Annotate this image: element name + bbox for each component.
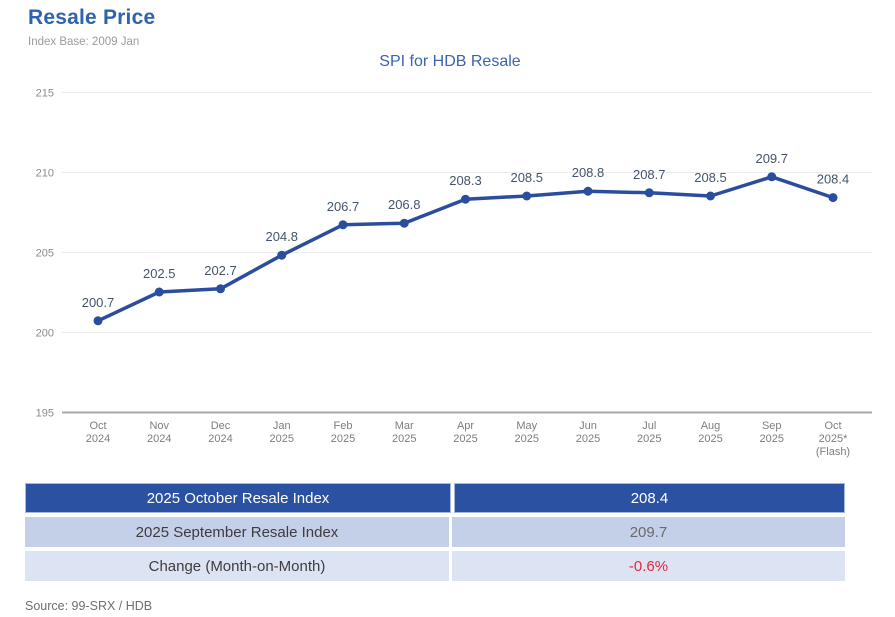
svg-text:2025: 2025 [392, 433, 416, 445]
row-label: Change (Month-on-Month) [25, 551, 449, 581]
svg-text:Aug: Aug [701, 420, 721, 432]
svg-text:209.7: 209.7 [755, 151, 788, 166]
summary-table: 2025 October Resale Index 208.4 2025 Sep… [25, 483, 845, 585]
chart-title: SPI for HDB Resale [379, 53, 521, 70]
row-value: 208.4 [454, 483, 845, 513]
svg-text:Nov: Nov [149, 420, 169, 432]
svg-text:208.8: 208.8 [572, 165, 605, 180]
svg-text:208.3: 208.3 [449, 173, 482, 188]
row-value: -0.6% [452, 551, 845, 581]
svg-text:Feb: Feb [334, 420, 353, 432]
svg-text:202.7: 202.7 [204, 263, 237, 278]
svg-text:Apr: Apr [457, 420, 474, 432]
source-note: Source: 99-SRX / HDB [25, 599, 153, 613]
svg-text:206.8: 206.8 [388, 197, 421, 212]
svg-text:2025: 2025 [760, 433, 784, 445]
svg-text:208.4: 208.4 [817, 172, 850, 187]
svg-text:205: 205 [36, 248, 54, 260]
row-value: 209.7 [452, 517, 845, 547]
svg-text:206.7: 206.7 [327, 199, 360, 214]
table-row-mom-change: Change (Month-on-Month) -0.6% [25, 551, 845, 581]
svg-text:Mar: Mar [395, 420, 414, 432]
svg-text:Sep: Sep [762, 420, 782, 432]
svg-text:2025: 2025 [453, 433, 477, 445]
svg-text:202.5: 202.5 [143, 266, 176, 281]
svg-text:2025: 2025 [515, 433, 539, 445]
svg-text:215: 215 [36, 88, 54, 100]
row-label: 2025 September Resale Index [25, 517, 449, 547]
svg-text:2025: 2025 [270, 433, 294, 445]
spi-line-chart: 195200205210215Oct2024Nov2024Dec2024Jan2… [36, 88, 872, 458]
svg-text:204.8: 204.8 [265, 229, 298, 244]
svg-text:2024: 2024 [208, 433, 232, 445]
svg-text:Jul: Jul [642, 420, 656, 432]
svg-text:Oct: Oct [824, 420, 841, 432]
svg-text:2025: 2025 [576, 433, 600, 445]
svg-text:2025: 2025 [331, 433, 355, 445]
row-label: 2025 October Resale Index [25, 483, 451, 513]
svg-text:195: 195 [36, 408, 54, 420]
table-row-september-index: 2025 September Resale Index 209.7 [25, 517, 845, 547]
svg-text:200: 200 [36, 328, 54, 340]
svg-text:2024: 2024 [86, 433, 110, 445]
svg-text:(Flash): (Flash) [816, 446, 850, 458]
svg-text:Jan: Jan [273, 420, 291, 432]
index-base-note: Index Base: 2009 Jan [28, 36, 140, 48]
svg-text:2024: 2024 [147, 433, 171, 445]
svg-text:May: May [516, 420, 537, 432]
svg-text:2025: 2025 [637, 433, 661, 445]
table-row-october-index: 2025 October Resale Index 208.4 [25, 483, 845, 513]
svg-text:208.5: 208.5 [510, 170, 543, 185]
svg-text:208.5: 208.5 [694, 170, 727, 185]
svg-text:210: 210 [36, 168, 54, 180]
svg-text:Oct: Oct [89, 420, 106, 432]
svg-text:2025: 2025 [698, 433, 722, 445]
svg-text:200.7: 200.7 [82, 295, 115, 310]
page-title: Resale Price [28, 6, 156, 29]
svg-text:Dec: Dec [211, 420, 231, 432]
svg-text:Jun: Jun [579, 420, 597, 432]
svg-text:208.7: 208.7 [633, 167, 666, 182]
svg-text:2025*: 2025* [819, 433, 848, 445]
